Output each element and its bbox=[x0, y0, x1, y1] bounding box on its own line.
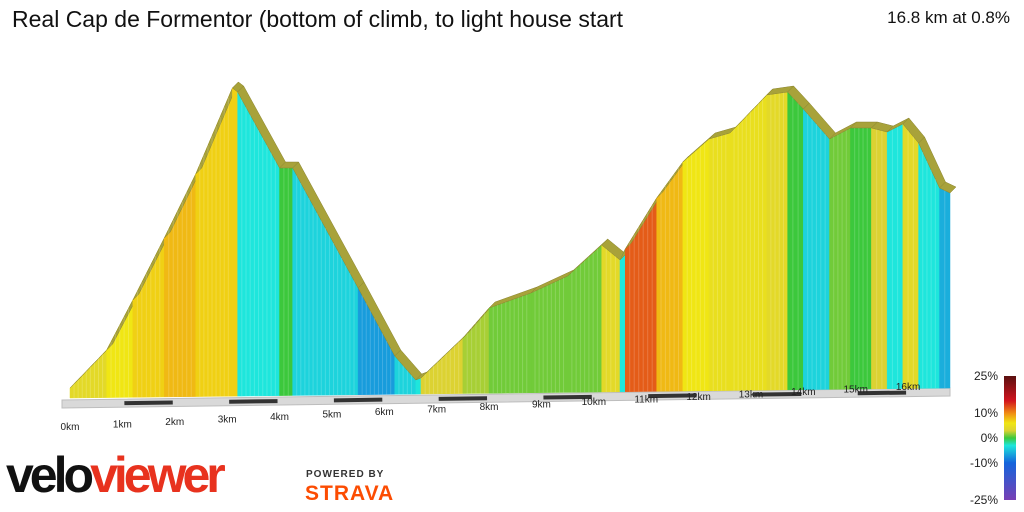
x-tick-label: 15km bbox=[843, 385, 867, 396]
profile-segment bbox=[729, 94, 767, 391]
scale-tick-label: -10% bbox=[970, 456, 998, 470]
x-tick-label: 12km bbox=[686, 392, 710, 403]
page-title: Real Cap de Formentor (bottom of climb, … bbox=[12, 6, 624, 32]
km-marker bbox=[752, 392, 802, 397]
profile-segment bbox=[766, 91, 788, 391]
km-marker bbox=[648, 393, 697, 399]
climb-summary: 16.8 km at 0.8% bbox=[887, 8, 1010, 27]
scale-tick-label: 25% bbox=[974, 369, 998, 383]
x-tick-label: 7km bbox=[427, 405, 446, 416]
scale-tick-label: 10% bbox=[974, 406, 998, 420]
km-marker bbox=[124, 400, 173, 406]
profile-segment bbox=[619, 248, 626, 393]
x-tick-label: 6km bbox=[375, 407, 394, 418]
profile-segment bbox=[232, 87, 238, 397]
profile-base bbox=[61, 387, 951, 409]
profile-segment bbox=[829, 127, 851, 390]
profile-segment bbox=[902, 123, 919, 389]
x-tick-label: 10km bbox=[582, 397, 606, 408]
x-tick-label: 14km bbox=[791, 387, 815, 398]
x-tick-label: 4km bbox=[270, 412, 289, 423]
profile-segment bbox=[886, 123, 904, 389]
x-tick-label: 9km bbox=[532, 400, 551, 411]
profile-segment bbox=[279, 167, 293, 396]
scale-tick-label: -25% bbox=[970, 493, 998, 507]
profile-segment bbox=[787, 91, 804, 391]
profile-ridge bbox=[939, 181, 957, 194]
km-marker bbox=[229, 399, 278, 404]
profile-segment bbox=[708, 132, 731, 391]
x-tick-label: 3km bbox=[218, 415, 237, 426]
gradient-color-scale bbox=[1004, 376, 1016, 500]
powered-by-label: POWERED BY bbox=[306, 469, 385, 480]
profile-segment bbox=[530, 275, 568, 394]
km-marker bbox=[333, 397, 383, 403]
x-tick-label: 13km bbox=[739, 390, 763, 401]
profile-segment bbox=[69, 349, 107, 399]
profile-segment bbox=[850, 127, 872, 390]
scale-tick-label: 0% bbox=[981, 431, 999, 445]
km-marker bbox=[543, 394, 592, 400]
x-tick-label: 0km bbox=[61, 422, 80, 433]
x-tick-label: 2km bbox=[165, 417, 184, 428]
km-marker bbox=[857, 390, 907, 396]
x-tick-label: 1km bbox=[113, 420, 132, 431]
km-marker bbox=[438, 396, 488, 401]
strava-logo: STRAVA bbox=[305, 482, 395, 505]
veloviewer-logo: veloviewer bbox=[6, 447, 226, 503]
x-tick-label: 11km bbox=[634, 395, 658, 406]
x-tick-label: 16km bbox=[896, 382, 920, 393]
profile-segment bbox=[415, 377, 422, 395]
x-tick-label: 8km bbox=[480, 402, 499, 413]
profile-segment bbox=[871, 127, 888, 390]
x-tick-label: 5km bbox=[322, 410, 341, 421]
